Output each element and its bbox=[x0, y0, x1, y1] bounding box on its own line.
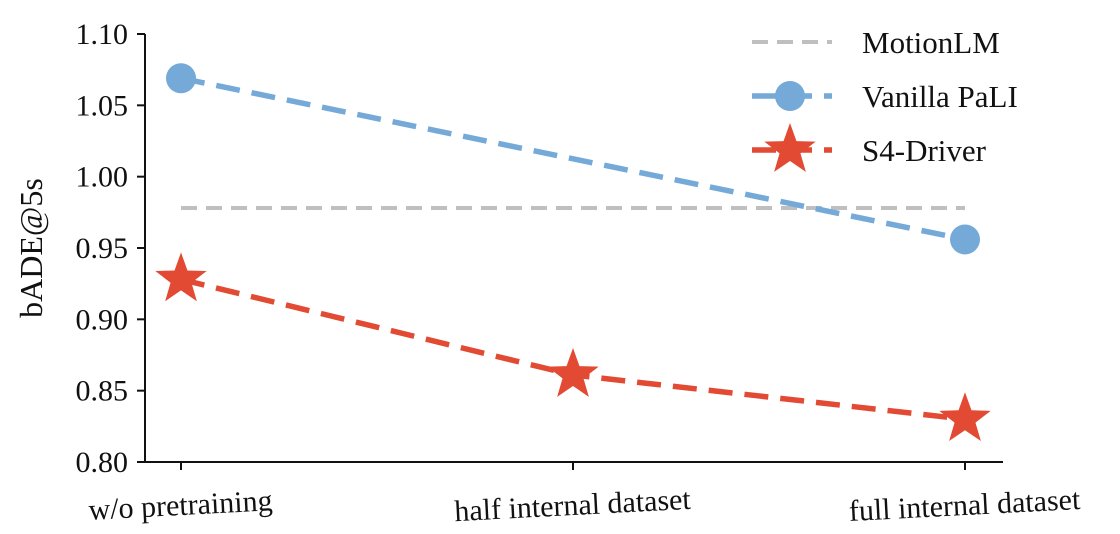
x-tick-label: w/o pretraining bbox=[88, 484, 274, 527]
legend-label: Vanilla PaLI bbox=[862, 79, 1018, 114]
legend-marker bbox=[764, 123, 816, 172]
y-tick-label: 1.05 bbox=[76, 89, 129, 122]
x-tick-label: full internal dataset bbox=[848, 483, 1082, 528]
y-axis-label: bADE@5s bbox=[13, 178, 49, 318]
x-tick-label: half internal dataset bbox=[454, 483, 693, 528]
y-tick-label: 0.85 bbox=[76, 375, 129, 408]
y-tick-label: 0.90 bbox=[76, 303, 129, 336]
legend-item: S4-Driver bbox=[752, 123, 987, 172]
y-tick-label: 1.00 bbox=[76, 161, 129, 194]
legend-item: Vanilla PaLI bbox=[752, 79, 1018, 114]
series-line-vanilla-pali bbox=[180, 75, 966, 243]
y-tick-label: 1.10 bbox=[76, 18, 129, 51]
y-ticks: 0.80 0.85 0.90 0.95 1.00 1.05 1.10 bbox=[76, 18, 145, 479]
legend-item: MotionLM bbox=[752, 25, 1000, 60]
legend: MotionLM Vanilla PaLI S4-Driver bbox=[752, 25, 1018, 172]
data-point bbox=[155, 252, 207, 302]
y-tick-label: 0.95 bbox=[76, 232, 129, 265]
plot-area bbox=[155, 63, 991, 442]
legend-marker bbox=[775, 81, 805, 111]
legend-label: S4-Driver bbox=[862, 133, 987, 168]
y-tick-label: 0.80 bbox=[76, 446, 129, 479]
data-point bbox=[950, 224, 980, 255]
data-point bbox=[547, 347, 599, 397]
data-point bbox=[939, 392, 991, 442]
x-ticks: w/o pretraining half internal dataset full… bbox=[88, 462, 1082, 528]
data-point bbox=[166, 63, 196, 94]
legend-label: MotionLM bbox=[862, 25, 1000, 60]
